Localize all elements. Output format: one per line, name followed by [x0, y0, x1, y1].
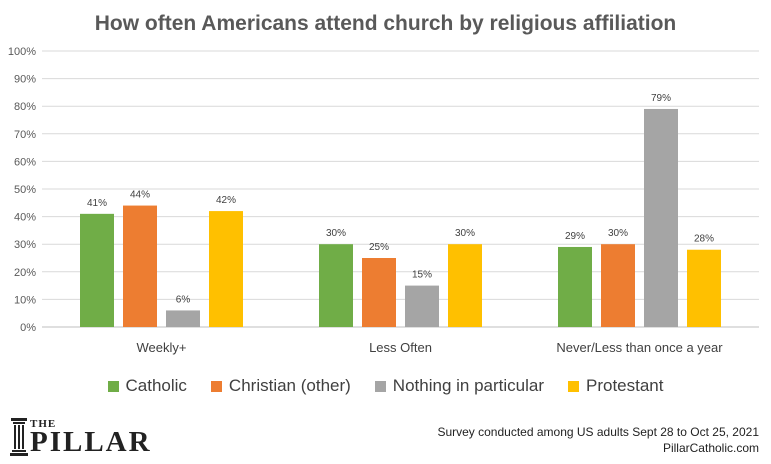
site-url: PillarCatholic.com: [662, 441, 759, 455]
pillar-column-icon: [10, 418, 28, 456]
y-tick-label: 90%: [14, 74, 36, 86]
bar-protestant: [448, 244, 482, 327]
legend-label: Nothing in particular: [392, 376, 544, 395]
legend-label: Christian (other): [228, 376, 351, 395]
legend-item: Protestant: [568, 376, 664, 396]
bar-nothing-in-particular: [644, 108, 678, 328]
data-label: 25%: [369, 242, 389, 253]
bar-christian-other-: [362, 258, 396, 327]
data-label: 28%: [694, 234, 714, 245]
bar-catholic: [319, 244, 353, 327]
data-label: 30%: [326, 228, 346, 239]
data-label: 6%: [176, 294, 191, 305]
y-tick-label: 50%: [14, 184, 36, 196]
y-tick-label: 80%: [14, 101, 36, 113]
x-category-label: Less Often: [369, 340, 432, 355]
y-tick-label: 40%: [14, 212, 36, 224]
bar-protestant: [209, 211, 243, 327]
data-label: 42%: [216, 195, 236, 206]
data-label: 29%: [565, 231, 585, 242]
data-label: 44%: [130, 190, 150, 201]
bar-catholic: [80, 213, 114, 327]
legend-swatch: [210, 380, 222, 392]
legend-swatch: [107, 380, 119, 392]
logo-the-text: THE: [30, 418, 57, 430]
chart-title: How often Americans attend church by rel…: [94, 12, 677, 35]
bar-chart: 0% 10% 20% 30% 40% 50% 60% 70% 80% 90% 100% 41% 44% 6…: [8, 46, 759, 355]
bar-protestant: [687, 249, 721, 327]
data-label: 30%: [608, 228, 628, 239]
legend-label: Catholic: [125, 376, 187, 395]
data-label: 30%: [455, 228, 475, 239]
legend-label: Protestant: [586, 376, 664, 395]
pillar-logo: THE PILLAR: [10, 416, 150, 458]
legend-swatch: [568, 380, 579, 392]
data-label: 41%: [87, 198, 107, 209]
y-tick-label: 60%: [14, 156, 36, 168]
legend: Catholic Christian (other) Nothing in part…: [0, 376, 771, 396]
y-tick-label: 70%: [14, 129, 36, 141]
y-tick-label: 10%: [14, 294, 36, 306]
y-tick-label: 20%: [14, 267, 36, 279]
bar-nothing-in-particular: [405, 285, 439, 327]
legend-item: Catholic: [107, 376, 187, 396]
survey-note: Survey conducted among US adults Sept 28…: [437, 425, 759, 439]
y-tick-label: 0%: [20, 322, 36, 334]
legend-item: Nothing in particular: [374, 376, 544, 396]
bar-christian-other-: [601, 244, 635, 327]
logo-wordmark: PILLAR: [30, 426, 152, 458]
x-category-label: Weekly+: [137, 340, 187, 355]
legend-swatch: [374, 380, 386, 392]
bar-christian-other-: [123, 205, 157, 327]
y-tick-label: 30%: [14, 239, 36, 251]
data-label: 15%: [412, 270, 432, 281]
bar-catholic: [558, 246, 592, 327]
bar-nothing-in-particular: [166, 310, 200, 327]
x-category-label: Never/Less than once a year: [556, 340, 723, 355]
footer: Survey conducted among US adults Sept 28…: [437, 424, 759, 456]
y-tick-label: 100%: [8, 46, 36, 58]
legend-item: Christian (other): [210, 376, 351, 396]
data-label: 79%: [651, 93, 671, 104]
